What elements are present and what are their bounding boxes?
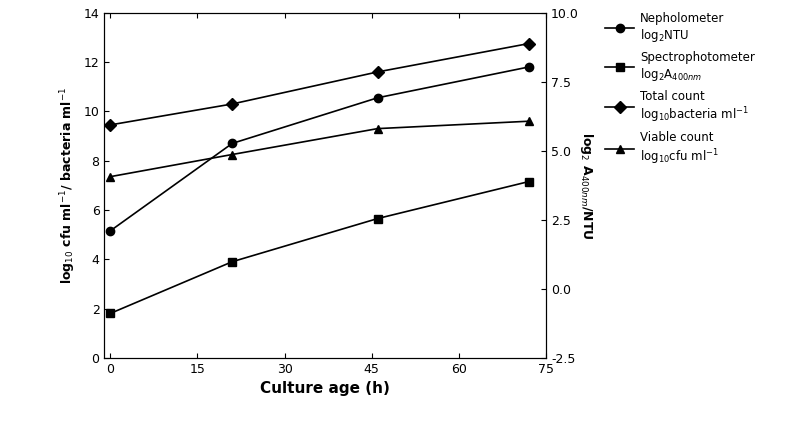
Y-axis label: log$_2$ A$_{400nm}$/NTU: log$_2$ A$_{400nm}$/NTU xyxy=(577,132,595,239)
X-axis label: Culture age (h): Culture age (h) xyxy=(260,381,390,396)
Legend: Nepholometer
log$_2$NTU, Spectrophotometer
log$_2$A$_{400nm}$, Total count
log$_: Nepholometer log$_2$NTU, Spectrophotomet… xyxy=(604,12,755,167)
Y-axis label: log$_{10}$ cfu ml$^{-1}$/ bacteria ml$^{-1}$: log$_{10}$ cfu ml$^{-1}$/ bacteria ml$^{… xyxy=(59,86,78,284)
